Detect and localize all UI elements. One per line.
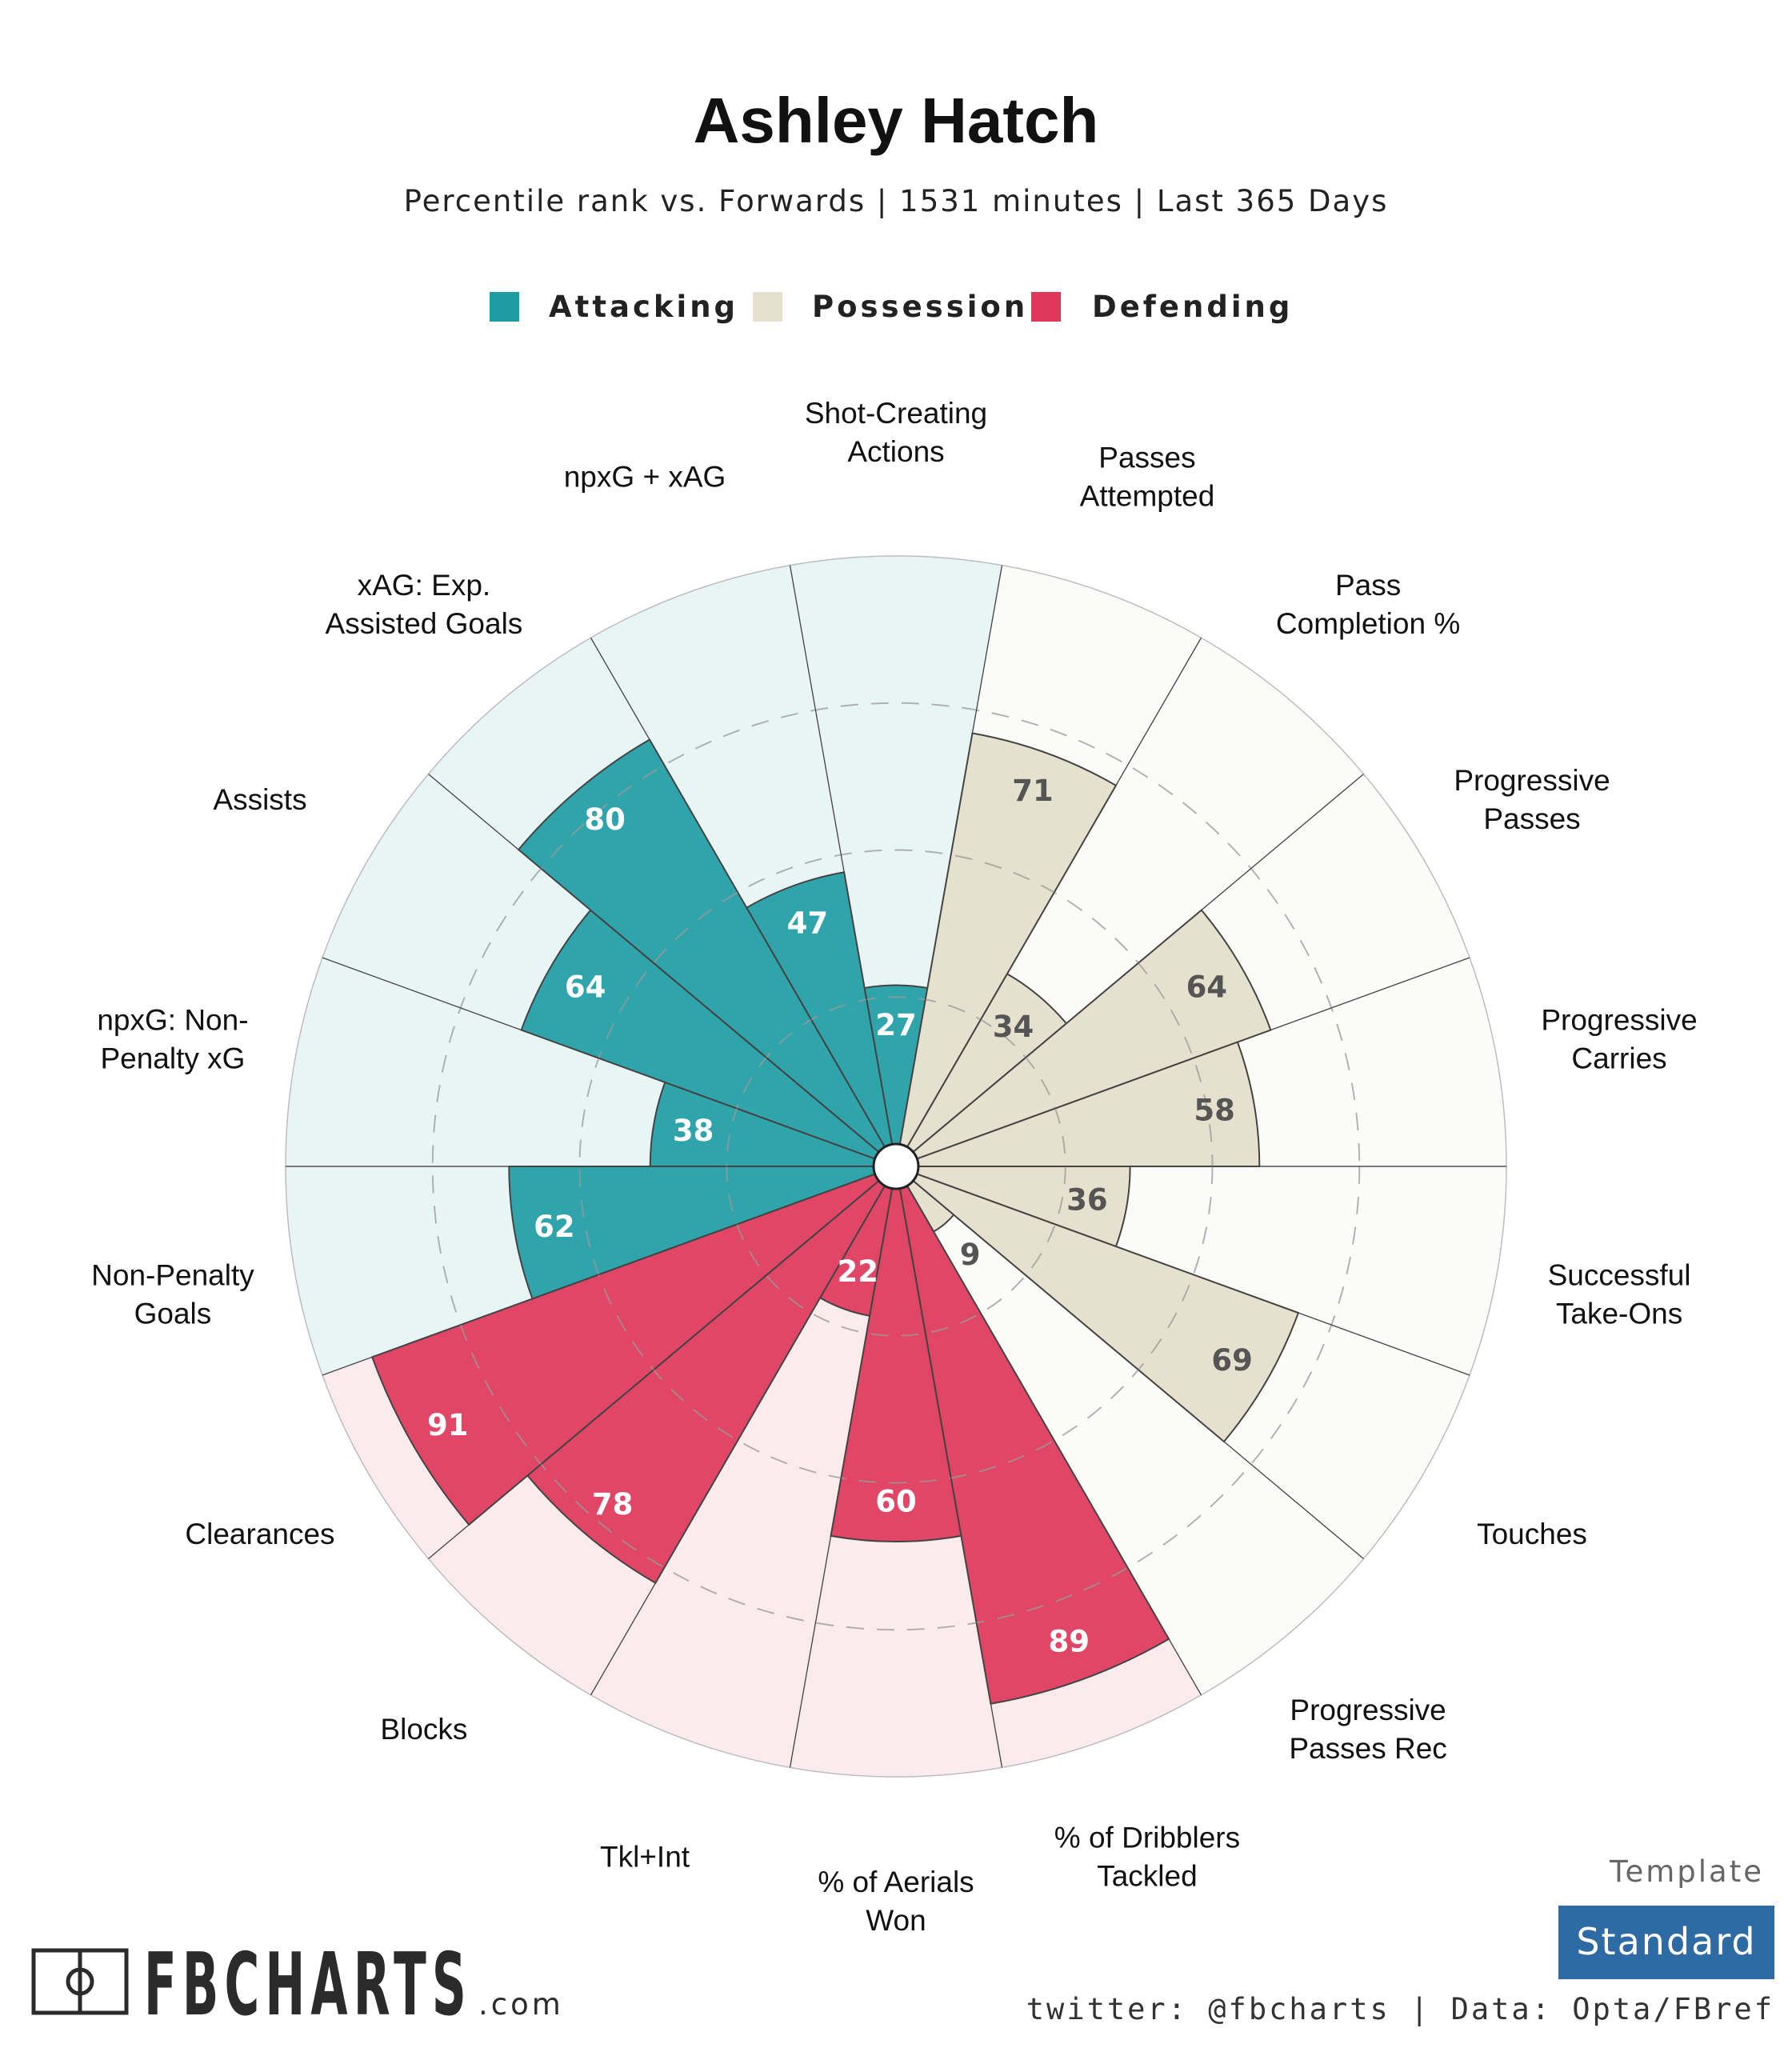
value-label-blocks: 78	[592, 1487, 634, 1522]
spoke	[590, 1185, 886, 1696]
percentile-bars	[370, 732, 1300, 1705]
spoke	[906, 1185, 1202, 1696]
category-label-shot-creating-actions: Shot-Creating Actions	[805, 397, 987, 468]
category-label-of-aerials-won: % of Aerials Won	[818, 1866, 974, 1937]
spoke	[590, 637, 886, 1148]
category-label-touches: Touches	[1477, 1518, 1587, 1550]
legend-swatch-possession	[753, 292, 782, 322]
chart-title: Ashley Hatch	[694, 85, 1099, 156]
center-hole	[872, 1142, 920, 1190]
value-label-passes-attempted: 71	[1012, 774, 1054, 808]
legend-label-defending: Defending	[1092, 290, 1293, 324]
footer-credit: twitter: @fbcharts | Data: Opta/FBref	[1026, 1992, 1774, 2026]
value-label-clearances: 91	[427, 1408, 469, 1442]
spoke	[428, 774, 879, 1153]
brand-suffix: .com	[478, 1987, 564, 2022]
spoke	[789, 1188, 893, 1768]
value-label-of-aerials-won: 60	[875, 1485, 917, 1519]
value-label-pass-completion: 34	[993, 1010, 1034, 1044]
spoke	[322, 957, 875, 1159]
legend-swatch-defending	[1031, 292, 1061, 322]
category-label-progressive-passes-rec: Progressive Passes Rec	[1289, 1694, 1446, 1765]
template-button[interactable]	[1558, 1906, 1774, 1979]
value-labels: 27 71 34 64 58 36 69 9 89 60 22 78 91 62 38 64 80 47	[427, 774, 1253, 1659]
spoke	[906, 637, 1202, 1148]
value-label-non-penalty-goals: 62	[534, 1210, 575, 1244]
legend-label-attacking: Attacking	[549, 290, 738, 324]
category-label-clearances: Clearances	[185, 1518, 334, 1550]
spoke	[913, 774, 1364, 1153]
category-label-pass-completion: Pass Completion %	[1276, 568, 1460, 639]
category-label-blocks: Blocks	[380, 1713, 467, 1746]
value-label-touches: 69	[1211, 1343, 1253, 1378]
category-label-assists: Assists	[213, 783, 306, 816]
category-label-non-penalty-goals: Non-Penalty Goals	[91, 1258, 254, 1330]
category-label-npxg-non-penalty-xg: npxG: Non-Penalty xG	[97, 1003, 248, 1074]
category-label-progressive-carries: Progressive Carries	[1541, 1003, 1697, 1074]
spoke	[913, 1180, 1364, 1559]
template-button-label[interactable]: Standard	[1576, 1920, 1756, 1963]
template-label: Template	[1609, 1854, 1764, 1889]
spoke	[917, 1174, 1470, 1376]
category-label-tkl-int: Tkl+Int	[600, 1840, 690, 1873]
chart-subtitle: Percentile rank vs. Forwards | 1531 minu…	[404, 184, 1389, 218]
legend: Attacking Possession Defending	[490, 290, 1293, 324]
value-label-progressive-passes: 64	[1186, 970, 1228, 1004]
pitch-icon-center-circle	[66, 1967, 94, 1996]
spoke	[899, 1188, 1003, 1768]
category-label-progressive-passes: Progressive Passes	[1454, 764, 1610, 835]
fbcharts-logo: FBCHARTS .com	[31, 1935, 564, 2035]
spoke	[322, 1174, 875, 1376]
category-label-successful-take-ons: Successful Take-Ons	[1548, 1258, 1691, 1330]
value-label-successful-take-ons: 36	[1066, 1183, 1108, 1218]
value-label-npxg-non-penalty-xg: 38	[673, 1114, 714, 1148]
value-label-npxg-xag: 47	[787, 906, 829, 941]
value-label-assists: 64	[565, 970, 606, 1004]
spoke	[917, 957, 1470, 1159]
value-label-progressive-carries: 58	[1194, 1093, 1235, 1127]
value-label-progressive-passes-rec: 9	[960, 1238, 981, 1272]
spoke	[428, 1180, 879, 1559]
spoke	[899, 565, 1003, 1145]
value-label-shot-creating-actions: 27	[875, 1008, 917, 1042]
value-label-tkl-int: 22	[837, 1254, 878, 1289]
spoke	[789, 565, 893, 1145]
grid-spokes	[286, 565, 1506, 1768]
legend-swatch-attacking	[490, 292, 519, 322]
category-label-of-dribblers-tackled: % of Dribblers Tackled	[1054, 1821, 1240, 1892]
category-labels: Shot-Creating Actions Passes Attempted Pass C…	[91, 397, 1698, 1937]
category-label-npxg-xag: npxG + xAG	[564, 460, 726, 493]
brand-name: FBCHARTS	[144, 1935, 472, 2035]
value-label-xag-exp-assisted-goals: 80	[584, 802, 626, 837]
category-label-passes-attempted: Passes Attempted	[1080, 441, 1215, 512]
value-label-of-dribblers-tackled: 89	[1048, 1625, 1090, 1659]
category-label-xag-exp-assisted-goals: xAG: Exp. Assisted Goals	[326, 568, 523, 639]
legend-label-possession: Possession	[812, 290, 1028, 324]
